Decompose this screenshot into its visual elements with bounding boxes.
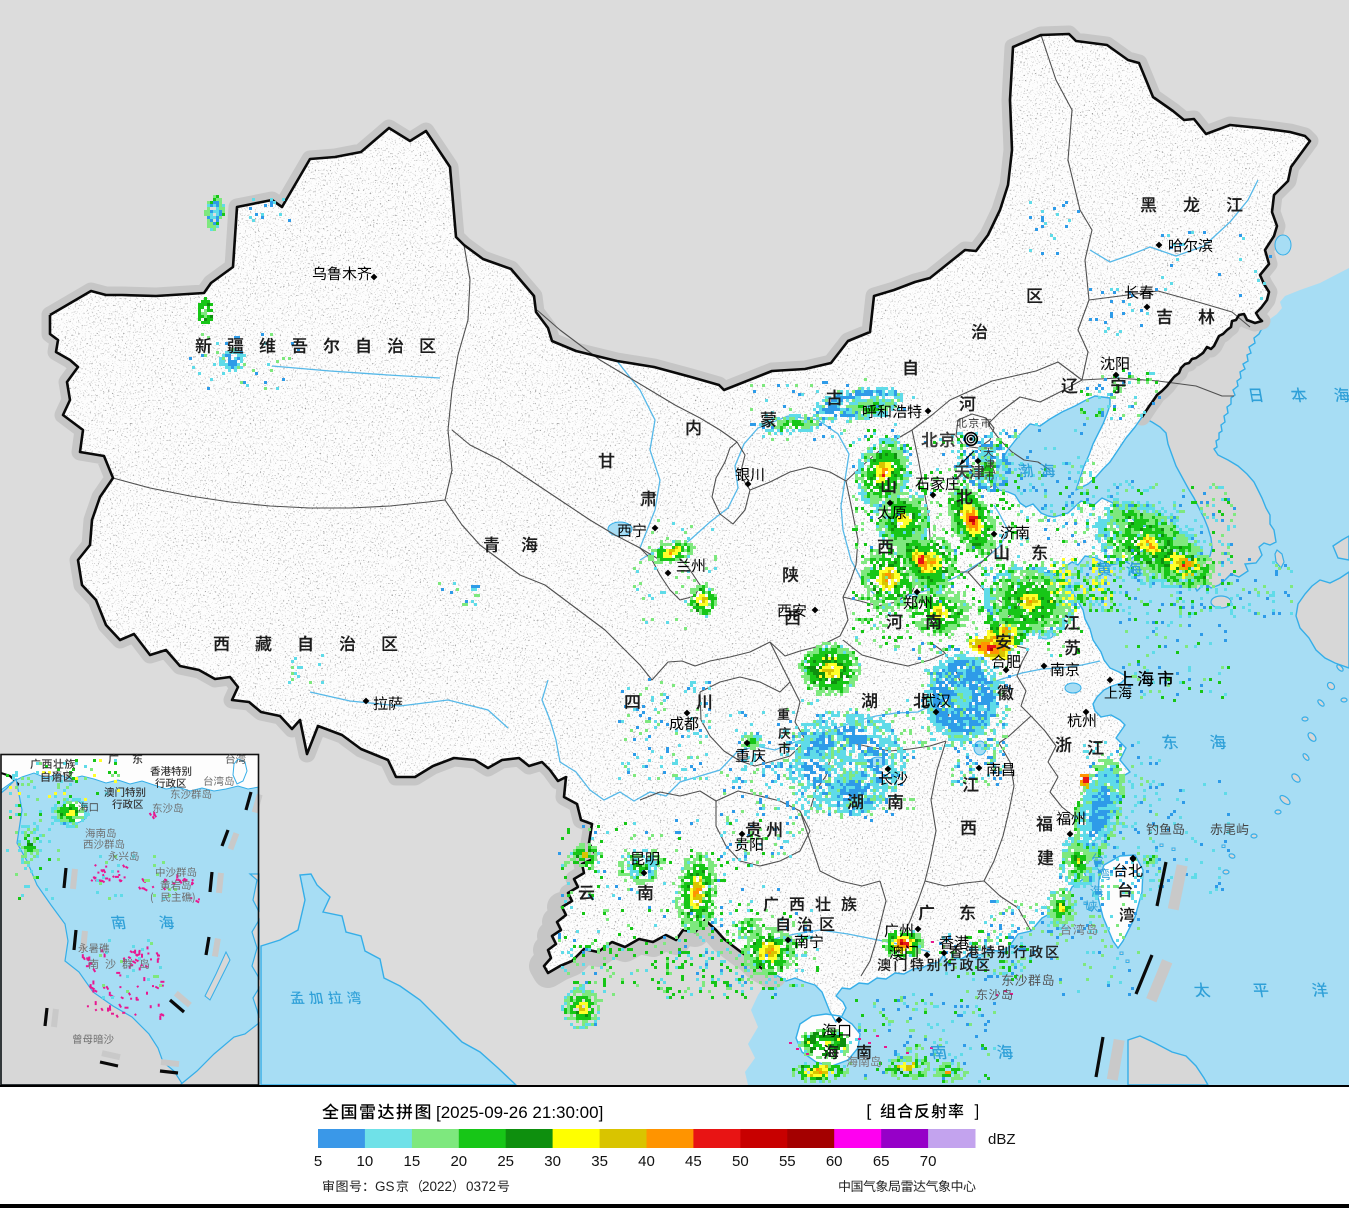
svg-text:15: 15 bbox=[404, 1153, 421, 1170]
svg-text:70: 70 bbox=[920, 1153, 937, 1170]
svg-text:0372: 0372 bbox=[466, 1179, 496, 1194]
svg-text:55: 55 bbox=[779, 1153, 796, 1170]
svg-text:50: 50 bbox=[732, 1153, 749, 1170]
svg-text:20: 20 bbox=[450, 1153, 467, 1170]
svg-text:GS: GS bbox=[375, 1179, 395, 1194]
svg-text:2022: 2022 bbox=[422, 1179, 452, 1194]
svg-text:5: 5 bbox=[314, 1153, 322, 1170]
svg-text:[2025-09-26 21:30:00]: [2025-09-26 21:30:00] bbox=[436, 1103, 603, 1122]
svg-text:25: 25 bbox=[497, 1153, 514, 1170]
svg-text:65: 65 bbox=[873, 1153, 890, 1170]
svg-text:35: 35 bbox=[591, 1153, 608, 1170]
svg-text:dBZ: dBZ bbox=[988, 1131, 1016, 1148]
svg-text:30: 30 bbox=[544, 1153, 561, 1170]
svg-text:40: 40 bbox=[638, 1153, 655, 1170]
svg-text:45: 45 bbox=[685, 1153, 702, 1170]
svg-text:10: 10 bbox=[357, 1153, 374, 1170]
svg-text:60: 60 bbox=[826, 1153, 843, 1170]
